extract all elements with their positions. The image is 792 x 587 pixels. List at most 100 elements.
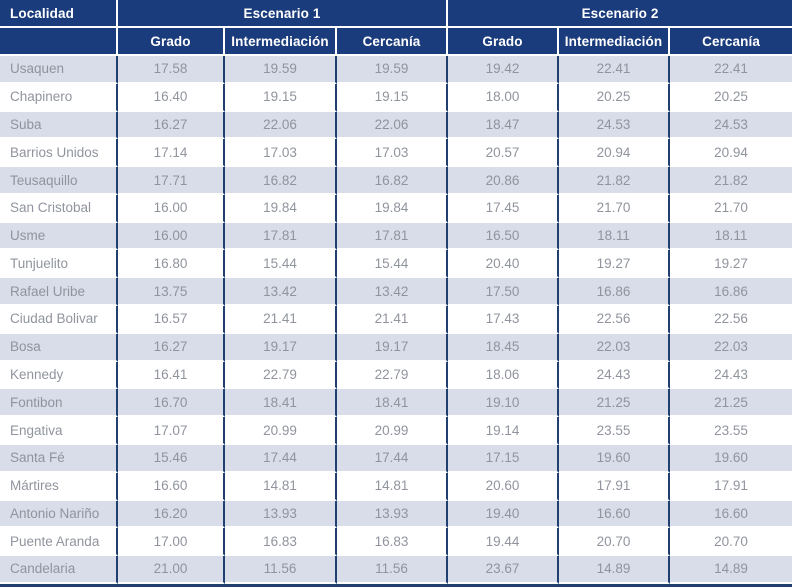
value-cell: 20.94 <box>559 139 671 168</box>
value-cell: 13.75 <box>118 278 225 307</box>
value-cell: 17.58 <box>118 56 225 84</box>
value-cell: 17.14 <box>118 139 225 168</box>
value-cell: 16.27 <box>118 111 225 140</box>
value-cell: 14.81 <box>225 472 337 501</box>
header-spacer <box>0 28 118 56</box>
header-grado-e2: Grado <box>448 28 560 56</box>
value-cell: 21.41 <box>225 306 337 334</box>
locality-cell: Usaquen <box>0 56 118 84</box>
header-escenario-2: Escenario 2 <box>448 0 792 28</box>
value-cell: 20.57 <box>448 139 560 168</box>
value-cell: 14.89 <box>670 556 792 584</box>
locality-cell: Rafael Uribe <box>0 278 118 307</box>
header-grado-e1: Grado <box>118 28 225 56</box>
value-cell: 16.86 <box>670 278 792 307</box>
value-cell: 19.17 <box>337 333 449 362</box>
header-group-row: Localidad Escenario 1 Escenario 2 <box>0 0 792 28</box>
value-cell: 21.25 <box>559 389 671 418</box>
table-row: Usme 16.00 17.81 17.81 16.50 18.11 18.11 <box>0 222 792 251</box>
value-cell: 18.41 <box>337 389 449 418</box>
value-cell: 22.79 <box>225 361 337 390</box>
value-cell: 16.60 <box>559 500 671 529</box>
value-cell: 17.43 <box>448 306 560 334</box>
value-cell: 17.15 <box>448 444 560 473</box>
value-cell: 20.86 <box>448 167 560 195</box>
value-cell: 21.82 <box>670 167 792 195</box>
value-cell: 24.43 <box>670 361 792 390</box>
value-cell: 16.40 <box>118 83 225 112</box>
table-row: Barrios Unidos 17.14 17.03 17.03 20.57 2… <box>0 139 792 168</box>
value-cell: 19.60 <box>670 444 792 473</box>
value-cell: 17.00 <box>118 528 225 557</box>
locality-cell: Santa Fé <box>0 444 118 473</box>
value-cell: 20.99 <box>337 417 449 445</box>
table-row: Fontibon 16.70 18.41 18.41 19.10 21.25 2… <box>0 389 792 418</box>
value-cell: 17.03 <box>337 139 449 168</box>
value-cell: 17.50 <box>448 278 560 307</box>
value-cell: 16.57 <box>118 306 225 334</box>
value-cell: 22.03 <box>670 333 792 362</box>
table-row: Antonio Nariño 16.20 13.93 13.93 19.40 1… <box>0 500 792 529</box>
value-cell: 20.70 <box>559 528 671 557</box>
value-cell: 19.60 <box>559 444 671 473</box>
value-cell: 16.80 <box>118 250 225 279</box>
table-row: Kennedy 16.41 22.79 22.79 18.06 24.43 24… <box>0 361 792 390</box>
value-cell: 16.82 <box>225 167 337 195</box>
locality-cell: Bosa <box>0 333 118 362</box>
header-cercania-e1: Cercanía <box>337 28 449 56</box>
value-cell: 19.17 <box>225 333 337 362</box>
value-cell: 19.27 <box>670 250 792 279</box>
value-cell: 21.70 <box>559 194 671 223</box>
value-cell: 17.91 <box>670 472 792 501</box>
value-cell: 19.84 <box>225 194 337 223</box>
value-cell: 20.25 <box>559 83 671 112</box>
value-cell: 16.60 <box>118 472 225 501</box>
value-cell: 23.67 <box>448 556 560 584</box>
value-cell: 22.41 <box>670 56 792 84</box>
locality-cell: Mártires <box>0 472 118 501</box>
table-row: Mártires 16.60 14.81 14.81 20.60 17.91 1… <box>0 472 792 501</box>
value-cell: 13.42 <box>225 278 337 307</box>
value-cell: 18.11 <box>670 222 792 251</box>
header-cercania-e2: Cercanía <box>670 28 792 56</box>
value-cell: 22.03 <box>559 333 671 362</box>
value-cell: 19.15 <box>225 83 337 112</box>
value-cell: 19.10 <box>448 389 560 418</box>
value-cell: 24.53 <box>559 111 671 140</box>
value-cell: 18.47 <box>448 111 560 140</box>
value-cell: 17.07 <box>118 417 225 445</box>
value-cell: 19.14 <box>448 417 560 445</box>
locality-cell: Usme <box>0 222 118 251</box>
value-cell: 17.44 <box>225 444 337 473</box>
value-cell: 17.45 <box>448 194 560 223</box>
value-cell: 18.41 <box>225 389 337 418</box>
table-row: Santa Fé 15.46 17.44 17.44 17.15 19.60 1… <box>0 444 792 473</box>
locality-cell: Engativa <box>0 417 118 445</box>
value-cell: 22.56 <box>670 306 792 334</box>
value-cell: 14.89 <box>559 556 671 584</box>
value-cell: 19.59 <box>337 56 449 84</box>
value-cell: 23.55 <box>670 417 792 445</box>
table-row: Puente Aranda 17.00 16.83 16.83 19.44 20… <box>0 528 792 557</box>
value-cell: 15.44 <box>337 250 449 279</box>
value-cell: 18.00 <box>448 83 560 112</box>
table-row: Engativa 17.07 20.99 20.99 19.14 23.55 2… <box>0 417 792 445</box>
value-cell: 21.25 <box>670 389 792 418</box>
locality-cell: Puente Aranda <box>0 528 118 557</box>
value-cell: 19.84 <box>337 194 449 223</box>
value-cell: 16.27 <box>118 333 225 362</box>
value-cell: 24.53 <box>670 111 792 140</box>
table-row: San Cristobal 16.00 19.84 19.84 17.45 21… <box>0 194 792 223</box>
table-row: Usaquen 17.58 19.59 19.59 19.42 22.41 22… <box>0 56 792 84</box>
value-cell: 16.50 <box>448 222 560 251</box>
value-cell: 20.70 <box>670 528 792 557</box>
value-cell: 20.94 <box>670 139 792 168</box>
value-cell: 17.81 <box>225 222 337 251</box>
value-cell: 21.70 <box>670 194 792 223</box>
value-cell: 18.11 <box>559 222 671 251</box>
value-cell: 24.43 <box>559 361 671 390</box>
value-cell: 14.81 <box>337 472 449 501</box>
locality-cell: Barrios Unidos <box>0 139 118 168</box>
value-cell: 11.56 <box>337 556 449 584</box>
